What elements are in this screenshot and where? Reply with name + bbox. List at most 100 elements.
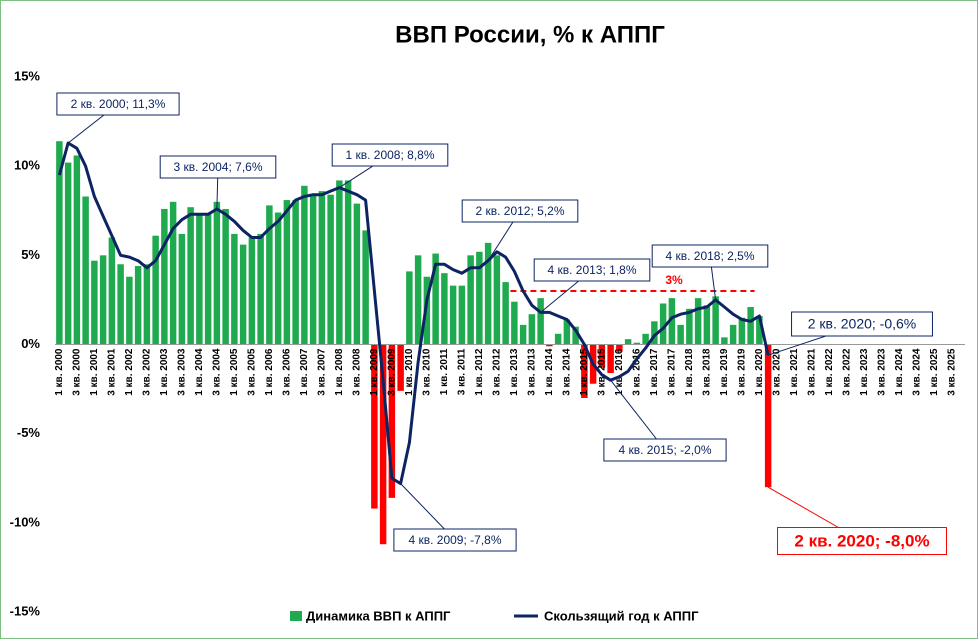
bar xyxy=(73,155,81,345)
bar xyxy=(336,180,343,345)
bar xyxy=(196,214,203,345)
annotation-box xyxy=(461,199,579,223)
annotation-box xyxy=(331,143,449,167)
bar xyxy=(353,203,361,345)
x-tick-label: 3 кв. 2017 xyxy=(667,348,678,396)
bar xyxy=(493,255,501,345)
annotation-label: 1 кв. 2008; 8,8% xyxy=(345,148,434,162)
bar xyxy=(642,333,649,345)
bar xyxy=(502,282,509,345)
annotation-box xyxy=(791,311,933,337)
x-tick-label: 1 кв. 2018 xyxy=(684,348,695,396)
bar xyxy=(686,308,693,345)
x-tick-label: 3 кв. 2008 xyxy=(352,348,363,396)
x-tick-label: 3 кв. 2016 xyxy=(632,348,643,396)
annotation-label: 4 кв. 2013; 1,8% xyxy=(547,263,636,277)
x-tick-label: 1 кв. 2025 xyxy=(929,348,940,396)
x-tick-label: 3 кв. 2011 xyxy=(457,348,468,395)
annotation-box xyxy=(159,155,277,179)
bar xyxy=(344,180,352,345)
bar xyxy=(371,344,378,509)
x-tick-label: 1 кв. 2012 xyxy=(474,348,485,396)
x-tick-label: 3 кв. 2022 xyxy=(842,348,853,396)
bar xyxy=(99,255,107,345)
bar xyxy=(134,266,142,345)
x-tick-label: 1 кв. 2003 xyxy=(159,348,170,396)
x-tick-label: 1 кв. 2007 xyxy=(299,348,310,396)
bar xyxy=(64,162,72,345)
x-tick-label: 3 кв. 2014 xyxy=(562,348,573,396)
bar xyxy=(266,205,273,345)
bar xyxy=(467,255,474,345)
annotation-label: 4 кв. 2018; 2,5% xyxy=(665,249,754,263)
bar xyxy=(712,296,719,345)
x-tick-label: 3 кв. 2003 xyxy=(177,348,188,396)
bar xyxy=(388,344,396,498)
annotation-box xyxy=(603,438,727,462)
bar xyxy=(528,314,536,345)
bar xyxy=(257,233,264,345)
annotation-box xyxy=(393,528,517,552)
bar xyxy=(239,244,247,345)
x-tick-label: 1 кв. 2011 xyxy=(439,348,450,395)
y-tick-label: 5% xyxy=(21,247,40,262)
bar xyxy=(607,344,614,374)
bar xyxy=(554,333,562,345)
bar xyxy=(56,141,63,345)
annotation-label: 2 кв. 2020; -8,0% xyxy=(794,531,929,550)
bar xyxy=(651,321,658,345)
bar xyxy=(169,201,177,345)
bar xyxy=(432,253,439,345)
bar xyxy=(283,200,291,345)
line xyxy=(57,141,770,486)
x-tick-label: 1 кв. 2022 xyxy=(824,348,835,396)
x-tick-label: 1 кв. 2024 xyxy=(894,348,905,396)
bar xyxy=(572,326,579,345)
bar xyxy=(213,201,221,345)
y-tick-label: 0% xyxy=(21,336,40,351)
bar xyxy=(694,298,702,345)
bar xyxy=(379,344,387,545)
x-tick-label: 3 кв. 2001 xyxy=(107,348,118,396)
bar xyxy=(677,324,684,345)
x-tick-label: 3 кв. 2018 xyxy=(702,348,713,396)
y-tick-label: -15% xyxy=(10,603,41,618)
x-tick-label: 3 кв. 2021 xyxy=(807,348,818,396)
reference-label: 3% xyxy=(665,273,683,287)
x-tick-label: 3 кв. 2013 xyxy=(527,348,538,396)
bar xyxy=(764,344,772,488)
bar xyxy=(563,319,571,345)
bar xyxy=(668,298,676,345)
x-tick-label: 1 кв. 2010 xyxy=(404,348,415,396)
y-tick-label: -10% xyxy=(10,514,41,529)
bar xyxy=(204,214,212,345)
bar xyxy=(484,242,492,345)
bar xyxy=(511,301,518,345)
x-tick-label: 3 кв. 2023 xyxy=(877,348,888,396)
bar xyxy=(703,305,711,345)
bar xyxy=(327,194,334,345)
bar xyxy=(624,339,632,345)
x-tick-label: 1 кв. 2023 xyxy=(859,348,870,396)
x-tick-label: 1 кв. 2013 xyxy=(509,348,520,396)
bar xyxy=(187,207,194,345)
bar xyxy=(476,251,483,345)
bar xyxy=(178,233,186,345)
legend-label: Скользящий год к АППГ xyxy=(544,608,699,623)
annotation-label: 2 кв. 2020; -0,6% xyxy=(808,316,917,332)
bar xyxy=(126,276,133,345)
x-tick-label: 1 кв. 2002 xyxy=(124,348,135,396)
bar xyxy=(318,191,326,345)
annotation-box xyxy=(651,244,769,268)
bar xyxy=(292,200,299,345)
bar xyxy=(729,324,737,345)
bar xyxy=(616,344,623,352)
bar xyxy=(152,235,159,345)
bar xyxy=(274,212,282,345)
bar xyxy=(108,237,116,345)
bar xyxy=(598,344,606,368)
x-tick-label: 3 кв. 2019 xyxy=(737,348,748,396)
bar xyxy=(537,298,544,345)
bar xyxy=(117,264,124,345)
